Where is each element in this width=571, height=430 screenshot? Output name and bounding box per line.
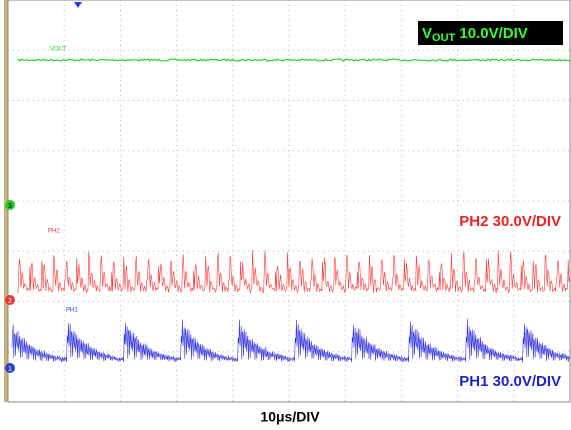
trace-tag: PH1 <box>66 308 78 314</box>
vout-label: VOUT 10.0V/DIV <box>422 25 528 44</box>
vout-symbol: V <box>422 25 432 42</box>
time-scale: 10μs/DIV <box>260 409 320 425</box>
trace-tag: PH2 <box>48 229 60 235</box>
grid <box>8 0 570 402</box>
vout-subscript: OUT <box>432 32 456 44</box>
waveforms <box>11 58 571 363</box>
left-bar <box>4 0 8 402</box>
ph1-label: PH1 30.0V/DIV <box>459 373 561 390</box>
vout-scale: 10.0V/DIV <box>455 25 528 42</box>
ph2-label: PH2 30.0V/DIV <box>459 213 561 230</box>
channel-marker <box>5 363 15 373</box>
vout-trace <box>17 58 571 62</box>
channel-marker-label: 1 <box>8 366 12 373</box>
ph1-trace <box>11 318 570 363</box>
channel-marker <box>5 200 15 210</box>
channel-marker-label: 2 <box>8 298 12 305</box>
channel-marker-label: 3 <box>8 203 12 210</box>
trigger-marker <box>74 2 82 8</box>
vout-label-box <box>418 21 563 45</box>
ph2-trace <box>17 249 570 294</box>
trace-tag: VOUT <box>50 47 67 53</box>
channel-marker <box>5 295 15 305</box>
